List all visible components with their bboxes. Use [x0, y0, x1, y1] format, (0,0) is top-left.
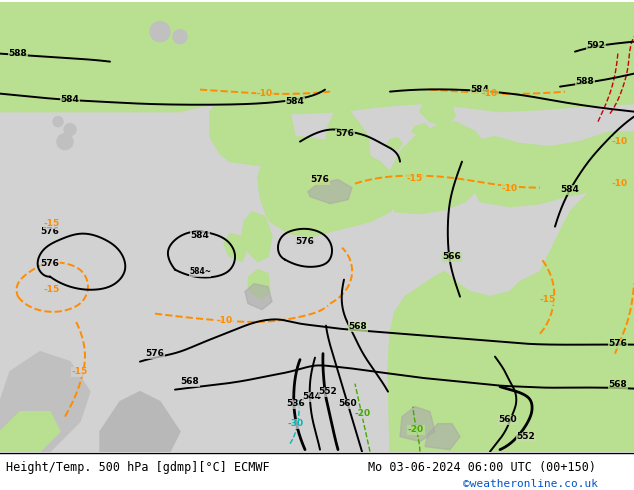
Polygon shape [0, 352, 90, 452]
Text: -15: -15 [72, 367, 88, 376]
Text: Height/Temp. 500 hPa [gdmp][°C] ECMWF: Height/Temp. 500 hPa [gdmp][°C] ECMWF [6, 462, 270, 474]
Circle shape [150, 22, 170, 42]
Text: 576: 576 [609, 339, 628, 348]
Text: Mo 03-06-2024 06:00 UTC (00+150): Mo 03-06-2024 06:00 UTC (00+150) [368, 462, 596, 474]
Text: 576: 576 [335, 129, 354, 138]
Text: -15: -15 [44, 219, 60, 228]
Text: 568: 568 [349, 322, 367, 331]
Text: -15: -15 [44, 285, 60, 294]
Text: 576: 576 [146, 349, 164, 358]
Polygon shape [412, 123, 430, 137]
Text: -10: -10 [502, 184, 518, 193]
Text: -15: -15 [540, 295, 556, 304]
Text: 544: 544 [302, 392, 321, 401]
Text: -20: -20 [355, 409, 371, 418]
Text: -15: -15 [407, 174, 423, 183]
Polygon shape [0, 1, 634, 72]
Text: 576: 576 [295, 237, 314, 246]
Polygon shape [388, 122, 490, 214]
Circle shape [173, 29, 187, 44]
Text: 592: 592 [586, 41, 605, 50]
Text: -30: -30 [288, 419, 304, 428]
Circle shape [57, 134, 73, 149]
Polygon shape [308, 180, 352, 204]
Text: ©weatheronline.co.uk: ©weatheronline.co.uk [463, 479, 598, 489]
Text: 560: 560 [339, 399, 358, 408]
Text: 560: 560 [499, 415, 517, 424]
Polygon shape [393, 332, 460, 452]
Text: -10: -10 [217, 316, 233, 325]
Polygon shape [258, 137, 400, 237]
Polygon shape [425, 424, 460, 450]
Text: 584~: 584~ [189, 267, 211, 276]
Text: 584: 584 [470, 85, 489, 94]
Polygon shape [242, 212, 272, 262]
Text: 576: 576 [41, 259, 60, 268]
Text: 568: 568 [609, 380, 628, 389]
Text: 584: 584 [61, 95, 79, 104]
Text: -20: -20 [408, 425, 424, 434]
Text: 584: 584 [560, 185, 579, 194]
Polygon shape [468, 132, 634, 207]
Polygon shape [224, 234, 246, 262]
Text: 552: 552 [319, 387, 337, 396]
Polygon shape [210, 84, 295, 167]
Text: 576: 576 [311, 175, 330, 184]
Text: -10: -10 [257, 89, 273, 98]
Polygon shape [0, 412, 60, 452]
Polygon shape [387, 138, 402, 149]
Text: 568: 568 [181, 377, 199, 386]
Text: -10: -10 [612, 137, 628, 146]
Polygon shape [420, 90, 455, 126]
Text: 576: 576 [41, 227, 60, 236]
Text: 584: 584 [191, 231, 209, 240]
Text: 588: 588 [9, 49, 27, 58]
Text: -10: -10 [482, 89, 498, 98]
Text: 584: 584 [285, 97, 304, 106]
Polygon shape [100, 392, 180, 452]
Polygon shape [400, 407, 435, 441]
Polygon shape [245, 284, 272, 310]
Circle shape [53, 117, 63, 126]
Text: 552: 552 [517, 432, 535, 441]
Polygon shape [248, 270, 270, 299]
Text: 536: 536 [287, 399, 306, 408]
Polygon shape [388, 172, 634, 452]
Text: -10: -10 [612, 179, 628, 188]
Text: 566: 566 [443, 252, 462, 261]
Circle shape [64, 123, 76, 136]
Polygon shape [325, 107, 370, 184]
Text: 588: 588 [576, 77, 595, 86]
Polygon shape [0, 72, 634, 114]
